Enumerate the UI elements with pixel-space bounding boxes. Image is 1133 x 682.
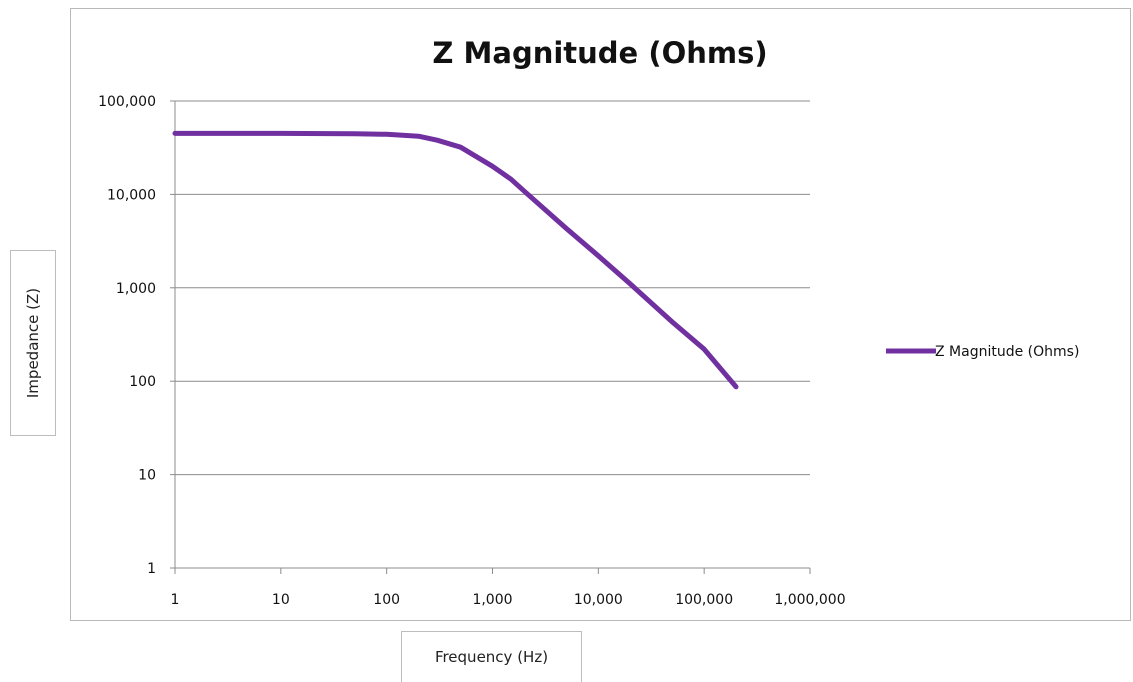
- x-tick-label: 100,000: [675, 592, 733, 608]
- x-tick-label: 1: [171, 592, 180, 608]
- legend-label: Z Magnitude (Ohms): [935, 344, 1079, 360]
- y-tick-label: 100,000: [98, 94, 156, 110]
- y-axis-title: Impedance (Z): [24, 287, 42, 399]
- legend: Z Magnitude (Ohms): [886, 344, 1079, 360]
- gridlines: [175, 100, 810, 476]
- axes: 1 10 100 1,000 10,000 100,000 1 10 100 1,000 10,00…: [98, 94, 846, 608]
- y-axis-title-box: Impedance (Z): [10, 250, 56, 436]
- x-tick-label: 1,000,000: [774, 592, 845, 608]
- x-tick-label: 100: [373, 592, 400, 608]
- y-tick-label: 1: [147, 561, 156, 577]
- series-line: [172, 130, 739, 390]
- y-tick-label: 1,000: [116, 281, 156, 297]
- y-tick-label: 10: [138, 468, 156, 484]
- x-tick-label: 10: [272, 592, 290, 608]
- x-axis-title: Frequency (Hz): [434, 648, 549, 666]
- x-tick-label: 1,000: [472, 592, 512, 608]
- x-axis-title-box: Frequency (Hz): [401, 631, 582, 682]
- chart-area: [70, 8, 1131, 621]
- chart-title: Z Magnitude (Ohms): [432, 36, 767, 70]
- y-tick-label: 10,000: [107, 187, 156, 203]
- x-tick-label: 10,000: [574, 592, 623, 608]
- y-tick-label: 100: [129, 374, 156, 390]
- series-layer: [172, 130, 739, 390]
